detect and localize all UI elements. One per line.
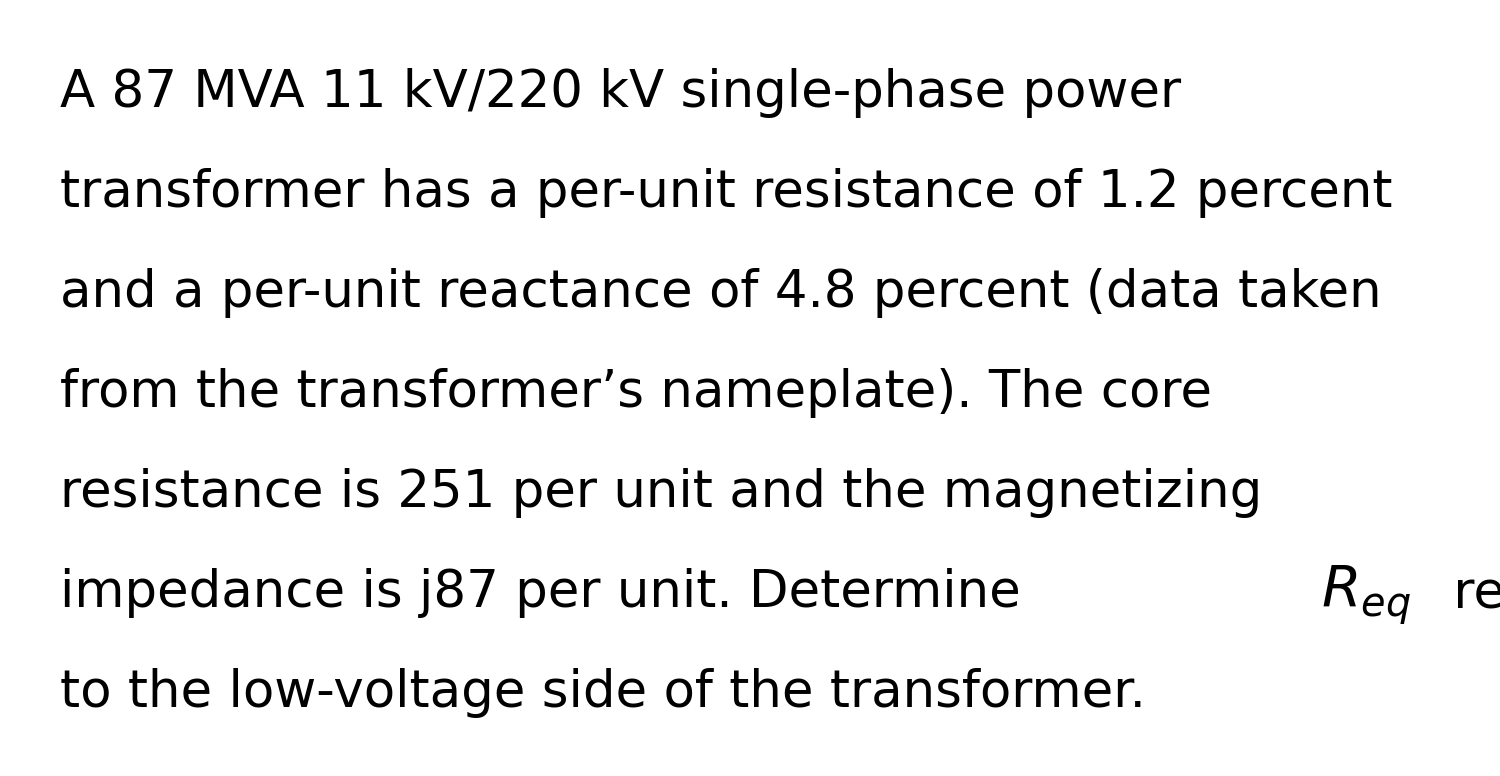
Text: resistance is 251 per unit and the magnetizing: resistance is 251 per unit and the magne…: [60, 468, 1263, 518]
Text: $R_{eq}$: $R_{eq}$: [1322, 563, 1412, 626]
Text: and a per-unit reactance of 4.8 percent (data taken: and a per-unit reactance of 4.8 percent …: [60, 268, 1382, 318]
Text: A 87 MVA 11 kV/220 kV single-phase power: A 87 MVA 11 kV/220 kV single-phase power: [60, 68, 1180, 118]
Text: referred: referred: [1437, 568, 1500, 618]
Text: transformer has a per-unit resistance of 1.2 percent: transformer has a per-unit resistance of…: [60, 168, 1392, 218]
Text: from the transformer’s nameplate). The core: from the transformer’s nameplate). The c…: [60, 368, 1212, 418]
Text: impedance is j87 per unit. Determine: impedance is j87 per unit. Determine: [60, 568, 1036, 618]
Text: to the low-voltage side of the transformer.: to the low-voltage side of the transform…: [60, 668, 1146, 718]
